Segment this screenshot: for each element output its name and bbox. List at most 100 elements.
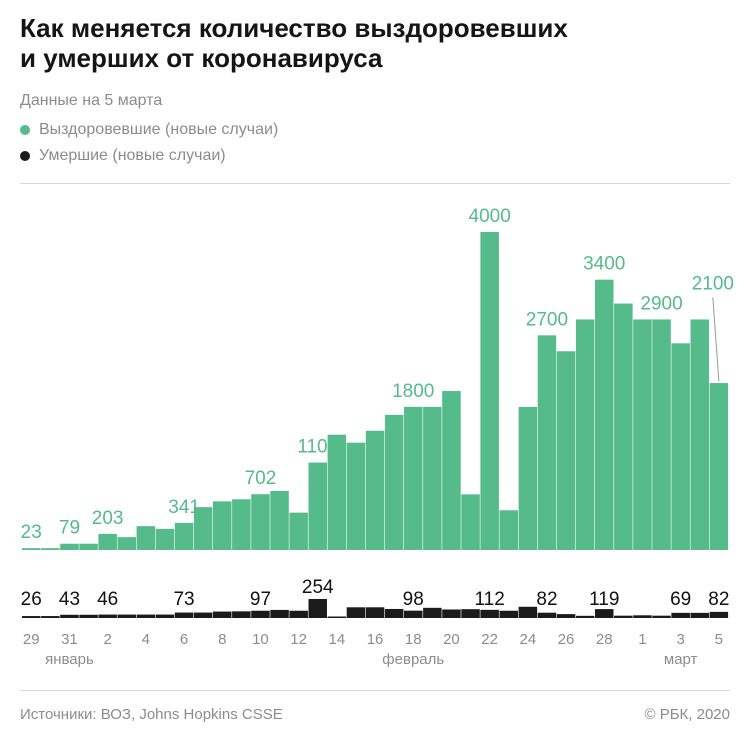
x-tick-label: 29: [23, 631, 40, 648]
deaths-value-label: 43: [59, 589, 80, 610]
legend-item-recovered: Выздоровевшие (новые случаи): [20, 117, 278, 143]
month-label: март: [664, 651, 698, 668]
x-tick-label: 10: [252, 631, 269, 648]
x-tick-label: 5: [715, 631, 723, 648]
chart-title-line-1: Как меняется количество выздоровевших: [20, 13, 568, 43]
deaths-value-label: 73: [173, 589, 194, 610]
deaths-value-label: 119: [589, 589, 619, 610]
recovered-value-label: 3400: [583, 254, 625, 275]
month-label: февраль: [382, 651, 444, 668]
recovered-value-label: 4000: [469, 206, 511, 227]
recovered-value-label: 203: [92, 508, 124, 529]
deaths-bar: [652, 615, 671, 618]
recovered-bar: [79, 543, 98, 550]
x-tick-label: 26: [558, 631, 575, 648]
deaths-bar: [499, 610, 518, 618]
deaths-bar: [365, 607, 385, 618]
recovered-bar: [98, 533, 117, 550]
deaths-bar: [671, 612, 690, 618]
deaths-value-label: 97: [250, 589, 271, 610]
recovered-value-label: 1800: [392, 381, 434, 402]
legend-label-deaths: Умершие (новые случаи): [39, 147, 226, 164]
deaths-bar: [308, 599, 327, 618]
deaths-bar: [595, 609, 614, 618]
recovered-bar: [213, 501, 232, 550]
deaths-bar: [22, 616, 41, 618]
deaths-bar: [442, 609, 461, 618]
deaths-value-label: 26: [21, 589, 42, 610]
top-divider: [20, 183, 730, 184]
recovered-value-label: 23: [21, 522, 42, 543]
recovered-value-label: 2900: [640, 293, 682, 314]
legend-dot-deaths: [20, 151, 30, 161]
source-note: Источники: ВОЗ, Johns Hopkins CSSE: [20, 706, 283, 723]
recovered-value-label: 2700: [526, 309, 568, 330]
x-tick-label: 12: [290, 631, 307, 648]
deaths-bar: [60, 614, 79, 618]
x-tick-label: 3: [676, 631, 684, 648]
recovered-bar: [499, 510, 518, 550]
deaths-bar: [575, 615, 595, 618]
recovered-bar: [575, 319, 595, 550]
chart-title-line-2: и умерших от коронавируса: [20, 43, 383, 73]
recovered-bar: [384, 414, 404, 550]
recovered-bar: [480, 232, 499, 550]
deaths-value-label: 82: [708, 589, 729, 610]
deaths-bar: [614, 615, 633, 618]
deaths-bar: [136, 614, 156, 618]
x-tick-label: 8: [218, 631, 226, 648]
recovered-bar: [442, 391, 461, 550]
recovered-bar: [289, 512, 308, 550]
deaths-value-label: 112: [475, 589, 505, 610]
deaths-bar: [251, 610, 270, 618]
recovered-bar: [41, 548, 60, 550]
recovered-bar: [690, 319, 709, 550]
deaths-value-label: 46: [97, 589, 118, 610]
x-tick-label: 1: [638, 631, 646, 648]
recovered-value-label: 341: [168, 497, 200, 518]
recovered-bar: [308, 462, 327, 550]
chart-title: Как меняется количество выздоровевших и …: [20, 13, 730, 73]
deaths-bar: [213, 611, 232, 618]
recovered-bar: [633, 319, 652, 550]
recovered-bar: [327, 434, 347, 550]
recovered-bar: [652, 319, 671, 550]
recovered-bar: [595, 279, 614, 550]
deaths-bar: [117, 614, 136, 618]
deaths-bar: [193, 612, 213, 618]
x-tick-label: 22: [481, 631, 498, 648]
recovered-bar: [518, 406, 538, 550]
deaths-bar: [270, 609, 289, 618]
deaths-bar: [537, 612, 557, 618]
recovered-bar: [537, 335, 557, 550]
recovered-bar: [270, 490, 289, 550]
recovered-value-label: 2100: [692, 273, 734, 294]
x-tick-label: 24: [520, 631, 537, 648]
deaths-bar: [346, 607, 366, 618]
deaths-bar: [174, 612, 194, 618]
deaths-value-label: 69: [670, 589, 691, 610]
deaths-bar: [41, 616, 60, 618]
recovered-bar: [346, 442, 366, 550]
recovered-bar: [193, 507, 213, 550]
chart-subtitle: Данные на 5 марта: [20, 92, 163, 109]
deaths-value-label: 98: [403, 589, 424, 610]
recovered-bar: [556, 351, 576, 550]
deaths-bar: [289, 610, 308, 618]
x-tick-label: 31: [61, 631, 78, 648]
legend-label-recovered: Выздоровевшие (новые случаи): [39, 121, 279, 138]
deaths-value-label: 82: [536, 589, 557, 610]
legend-dot-recovered: [20, 125, 30, 135]
recovered-bar: [60, 543, 79, 550]
recovered-bar: [136, 526, 156, 550]
copyright: © РБК, 2020: [644, 706, 730, 723]
deaths-bar: [155, 614, 175, 618]
label-leader-line: [712, 297, 720, 382]
deaths-bar: [480, 609, 499, 618]
deaths-bar: [98, 614, 117, 618]
recovered-bar: [614, 303, 633, 550]
legend-item-deaths: Умершие (новые случаи): [20, 143, 278, 169]
x-tick-label: 14: [329, 631, 346, 648]
recovered-bar: [232, 499, 251, 550]
